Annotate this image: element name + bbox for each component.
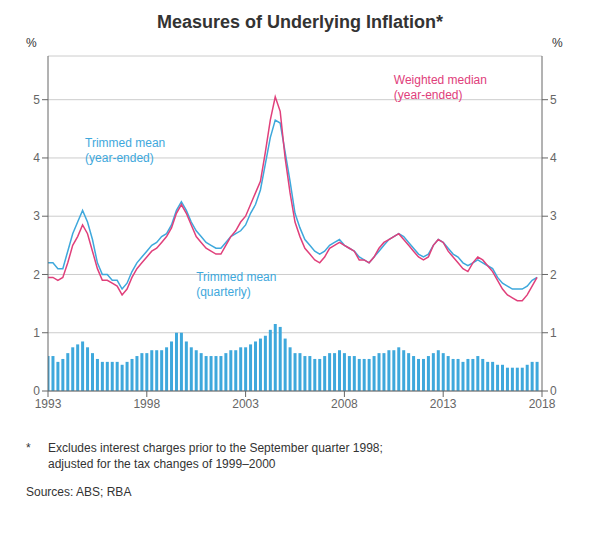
svg-text:3: 3 xyxy=(33,209,40,223)
svg-text:1998: 1998 xyxy=(133,397,160,411)
svg-text:5: 5 xyxy=(550,93,557,107)
svg-text:2003: 2003 xyxy=(232,397,259,411)
svg-text:2: 2 xyxy=(33,268,40,282)
svg-text:2: 2 xyxy=(550,268,557,282)
svg-text:0: 0 xyxy=(550,384,557,398)
html-text:Measures of Underlying Inflati: Measures of Underlying Inflation* xyxy=(157,12,443,32)
svg-text:2013: 2013 xyxy=(430,397,457,411)
svg-text:5: 5 xyxy=(33,93,40,107)
svg-text:1993: 1993 xyxy=(35,397,62,411)
html-text:Sources: ABS; RBA: Sources: ABS; RBA xyxy=(26,485,132,499)
html-text:Trimmed mean (year-ended): Trimmed mean (year-ended) xyxy=(85,136,166,166)
svg-text:4: 4 xyxy=(33,151,40,165)
svg-text:2008: 2008 xyxy=(331,397,358,411)
svg-text:3: 3 xyxy=(550,209,557,223)
html-text:Weighted median (year-ended): Weighted median (year-ended) xyxy=(393,72,487,102)
svg-text:1: 1 xyxy=(33,326,40,340)
html-text:Excludes interest charges prio: Excludes interest charges prior to the S… xyxy=(48,441,383,471)
svg-text:2018: 2018 xyxy=(529,397,556,411)
svg-text:1: 1 xyxy=(550,326,557,340)
html-text:Trimmed mean (quarterly): Trimmed mean (quarterly) xyxy=(196,270,277,300)
svg-text:4: 4 xyxy=(550,151,557,165)
svg-text:0: 0 xyxy=(33,384,40,398)
